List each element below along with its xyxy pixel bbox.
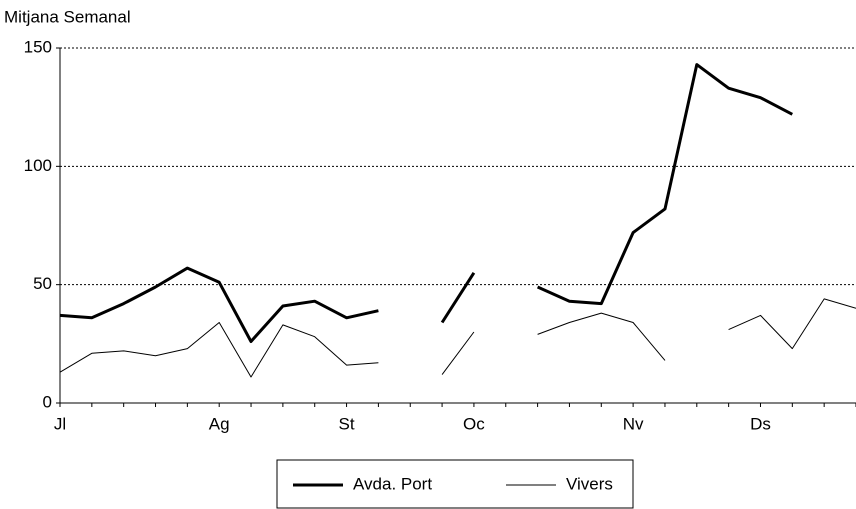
x-tick-label: Ag [209,414,230,433]
x-tick-label: Jl [54,414,66,433]
legend-label: Avda. Port [353,474,432,493]
y-tick-label: 150 [24,37,52,56]
series-line [59,298,856,378]
y-tick-label: 50 [33,274,52,293]
x-tick-label: Nv [623,414,644,433]
legend-label: Vivers [566,474,613,493]
x-tick-label: St [339,414,355,433]
x-tick-label: Ds [750,414,771,433]
y-tick-label: 100 [24,156,52,175]
y-tick-label: 0 [43,392,52,411]
x-tick-label: Oc [463,414,485,433]
series-line [59,63,793,343]
y-axis-title: Mitjana Semanal [4,7,131,26]
